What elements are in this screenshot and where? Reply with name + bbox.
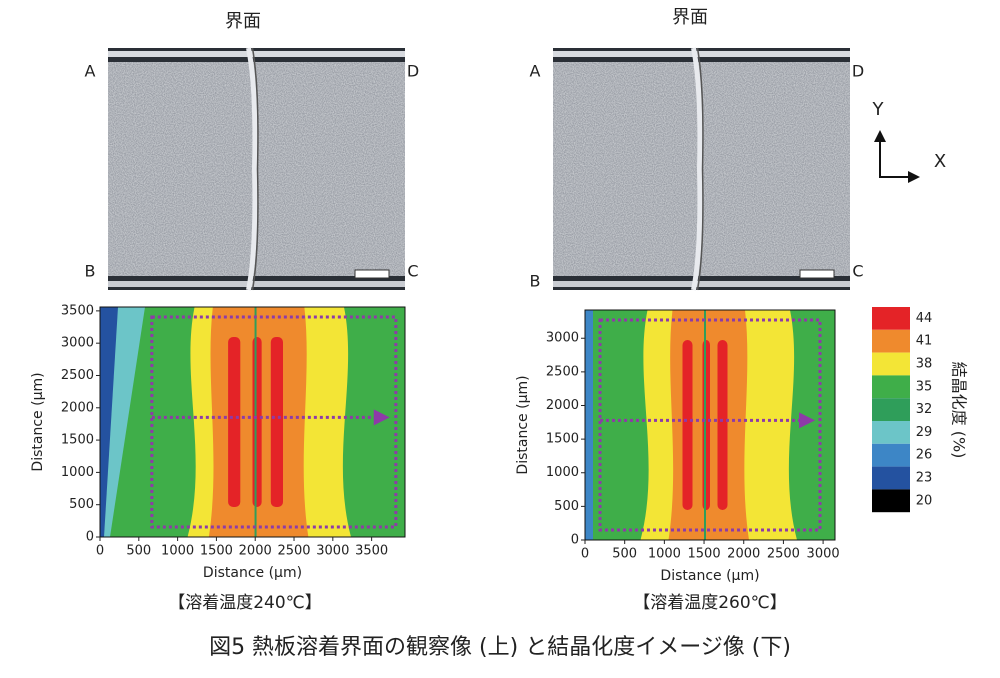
colorbar-band [872,421,910,444]
interface-label: 界面 [672,7,708,28]
corner-label: A [530,62,541,81]
interface-label: 界面 [225,11,261,32]
weld-line-dark [251,47,259,291]
y-axis-label: Distance (μm) [30,372,46,471]
colorbar-band [872,398,910,421]
weld-line [246,47,258,291]
map-frame [584,309,836,541]
interface-edge-top-light [553,51,850,57]
y-tick-label: 1000 [61,465,94,480]
x-tick-label: 2000 [239,544,272,559]
y-tick-label: 2500 [546,364,579,379]
colorbar-tick-label: 23 [916,471,933,486]
colorbar-tick-label: 32 [916,402,933,417]
panel-caption: 【溶着温度260℃】 [633,593,787,613]
x-tick-label: 2000 [727,547,760,562]
corner-label: A [85,62,96,81]
scale-bar [354,269,390,279]
y-tick-label: 2000 [546,398,579,413]
x-tick-label: 1000 [648,547,681,562]
y-tick-label: 500 [554,499,579,514]
map-zone-44 [228,337,241,507]
colorbar-tick-label: 26 [916,448,933,463]
x-tick-label: 2500 [767,547,800,562]
x-tick-label: 0 [96,544,104,559]
x-tick-label: 3500 [355,544,388,559]
panel-caption: 【溶着温度240℃】 [168,593,322,613]
x-arrow-head [908,171,920,183]
y-tick-label: 3000 [546,331,579,346]
map-zone-44 [702,340,710,510]
corner-label: B [530,272,541,291]
x-tick-label: 1000 [161,544,194,559]
map-zone-44 [270,337,283,507]
x-tick-label: 2500 [277,544,310,559]
colorbar-band [872,489,910,513]
x-tick-label: 500 [612,547,637,562]
y-tick-label: 0 [571,533,579,548]
map-edge-left [585,310,593,540]
x-axis-label: Distance (μm) [203,565,302,581]
corner-label: C [407,262,418,281]
map-zone-44 [252,337,262,507]
corner-label: B [85,262,96,281]
colorbar-tick-label: 35 [916,379,933,394]
x-tick-label: 3000 [807,547,840,562]
y-tick-label: 3500 [61,303,94,318]
y-tick-label: 3000 [61,336,94,351]
weld-region-outline [598,318,822,532]
map-zone-44 [682,340,693,510]
x-tick-label: 500 [126,544,151,559]
map-zone-44 [717,340,728,510]
y-tick-label: 1500 [61,433,94,448]
x-tick-label: 3000 [316,544,349,559]
colorbar-band [872,375,910,399]
colorbar-tick-label: 44 [916,311,933,326]
interface-edge-top-light [108,51,405,57]
scan-arrow-head [373,409,390,426]
colorbar-label: 結晶化度 (%) [950,362,969,459]
corner-label: D [852,62,864,81]
figure-caption: 図5 熱板溶着界面の観察像 (上) と結晶化度イメージ像 (下) [209,635,791,660]
colorbar-band [872,443,910,467]
interface-edge-bottom-light [108,281,405,287]
x-axis-label: Distance (μm) [660,568,759,584]
colorbar-band [872,329,910,353]
map-frame [99,306,406,538]
weld-region-outline [150,315,398,529]
x-direction-label: X [934,151,946,172]
weld-line-dark [696,47,704,291]
colorbar-tick-label: 20 [916,493,933,508]
interface-edge-bottom-light [553,281,850,287]
y-tick-label: 500 [69,497,94,512]
y-tick-label: 1500 [546,432,579,447]
colorbar-tick-label: 41 [916,334,933,349]
y-arrow-head [874,130,886,142]
corner-label: C [852,262,863,281]
x-tick-label: 0 [581,547,589,562]
y-tick-label: 2000 [61,400,94,415]
corner-label: D [407,62,419,81]
x-tick-label: 1500 [688,547,721,562]
map-edge-left-dark [100,307,118,537]
x-tick-label: 1500 [200,544,233,559]
colorbar-tick-label: 38 [916,357,933,372]
colorbar-tick-label: 29 [916,425,933,440]
y-tick-label: 2500 [61,368,94,383]
y-direction-label: Y [872,99,885,120]
colorbar-band [872,466,910,490]
scale-bar [799,269,835,279]
weld-line [691,47,703,291]
y-axis-label: Distance (μm) [515,375,531,474]
scan-arrow-head [799,412,815,429]
colorbar-band [872,307,910,330]
y-tick-label: 0 [86,530,94,545]
y-tick-label: 1000 [546,465,579,480]
colorbar-band [872,352,910,376]
